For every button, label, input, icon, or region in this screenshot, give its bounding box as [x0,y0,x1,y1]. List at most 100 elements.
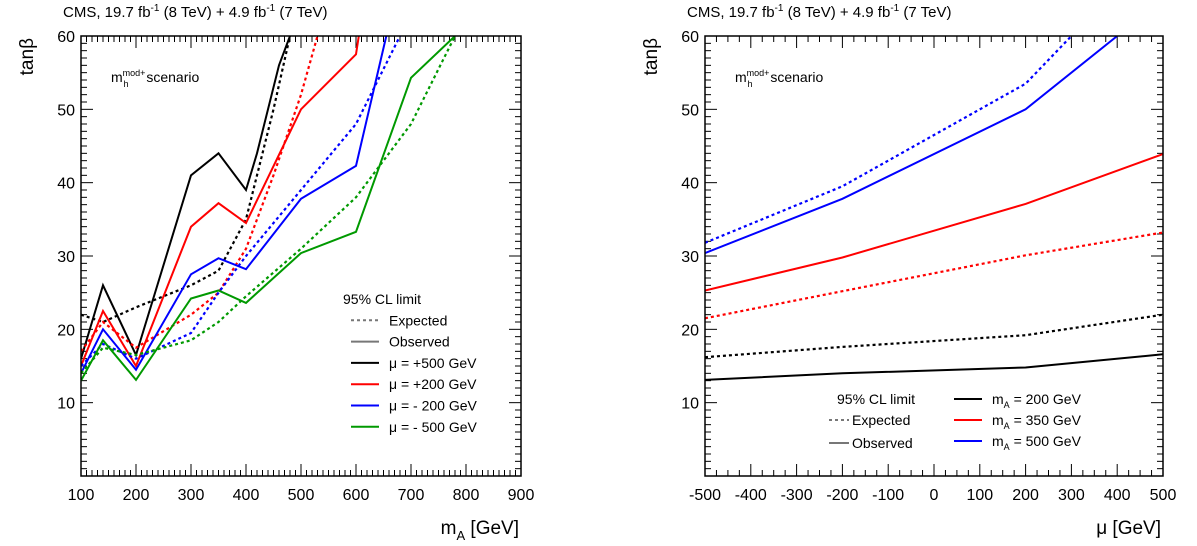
legend-entry-main: m [992,391,1004,407]
legend-entry-rest: = 500 GeV [1010,433,1082,449]
title-sup: -1 [890,3,899,14]
legend-observed: Observed [389,334,450,350]
series-line-observed [81,36,456,382]
scenario-rest: scenario [142,69,199,85]
legend-entry-rest: = 350 GeV [1010,412,1082,428]
left-chart-mA: CMS, 19.7 fb-1 (8 TeV) + 4.9 fb-1 (7 TeV… [17,3,534,543]
x-tick-label: -100 [872,487,904,504]
scenario-sup: mod+ [747,68,770,78]
plot-frame [704,35,1164,477]
y-tick-label: 60 [681,29,699,46]
x-axis-label: mA [GeV] [441,518,519,543]
x-tick-label: 200 [1012,487,1039,504]
x-tick-label: 400 [1104,487,1131,504]
y-tick-label: 50 [57,102,75,119]
title-text: (7 TeV) [899,4,951,21]
y-tick-label: 30 [57,249,75,266]
title-text: CMS, 19.7 fb [687,4,775,21]
y-tick-label: 40 [57,176,75,193]
title-text: (8 TeV) + 4.9 fb [783,4,890,21]
x-tick-label: -200 [826,487,858,504]
title-text: CMS, 19.7 fb [63,4,151,21]
x-tick-label: 900 [508,487,535,504]
y-tick-label: 40 [681,176,699,193]
series-line-observed [81,36,291,359]
x-tick-label: 600 [343,487,370,504]
y-tick-label: 30 [681,249,699,266]
x-label-rest: [GeV] [465,518,519,539]
legend-entry: μ = +500 GeV [389,355,477,371]
x-axis-label: μ [GeV] [1096,518,1161,539]
legend-entry-sub: A [1004,400,1010,410]
x-tick-label: 800 [453,487,480,504]
x-tick-label: 500 [1150,487,1177,504]
x-label-main: μ [1096,518,1107,539]
legend-entry-sub: A [1004,442,1010,452]
legend-entry-main: m [992,412,1004,428]
scenario-m: m [111,69,123,85]
series-group [81,36,456,382]
series-line-expected [81,36,292,324]
legend-entry: μ = +200 GeV [389,376,477,392]
y-axis-label: tanβ [641,38,662,75]
legend-entry: μ = - 500 GeV [389,419,477,435]
x-label-main: m [441,518,457,539]
legend-expected: Expected [852,412,910,428]
title-sup: -1 [151,3,160,14]
series-line-expected [81,36,401,367]
x-tick-label: -300 [781,487,813,504]
legend-entry: mA = 500 GeV [992,433,1082,452]
series-line-observed [81,36,388,374]
series-line-observed [81,36,360,369]
legend-entry: mA = 200 GeV [992,391,1082,410]
series-line-expected [705,36,1073,244]
x-tick-label: 0 [930,487,939,504]
title-text: (7 TeV) [275,4,327,21]
chart-title: CMS, 19.7 fb-1 (8 TeV) + 4.9 fb-1 (7 TeV… [63,3,327,21]
series-line-expected [81,36,456,375]
scenario-sup: mod+ [123,68,146,78]
y-axis-label: tanβ [17,38,38,75]
series-line-observed [705,153,1163,292]
title-sup: -1 [266,3,275,14]
series-line-expected [705,231,1163,320]
y-tick-label: 60 [57,29,75,46]
title-text: (8 TeV) + 4.9 fb [159,4,266,21]
x-tick-label: -500 [689,487,721,504]
legend-entry: μ = - 200 GeV [389,398,477,414]
y-tick-label: 10 [681,396,699,413]
chart-title: CMS, 19.7 fb-1 (8 TeV) + 4.9 fb-1 (7 TeV… [687,3,951,21]
legend-observed: Observed [852,435,913,451]
legend-entry-rest: = 200 GeV [1010,391,1082,407]
y-tick-label: 10 [57,396,75,413]
x-tick-label: 100 [68,487,95,504]
series-line-expected [705,313,1163,359]
legend-entry: mA = 350 GeV [992,412,1082,431]
y-tick-label: 20 [681,322,699,339]
legend-header: 95% CL limit [343,291,421,307]
series-group [705,36,1163,381]
x-tick-label: 200 [123,487,150,504]
title-sup: -1 [775,3,784,14]
series-line-observed [705,353,1163,381]
x-tick-label: -400 [735,487,767,504]
series-line-observed [705,36,1118,255]
scenario-m: m [735,69,747,85]
x-tick-label: 300 [1058,487,1085,504]
legend-header: 95% CL limit [837,391,915,407]
y-tick-label: 50 [681,102,699,119]
scenario-label: mmod+ h scenario [111,68,199,89]
scenario-rest: scenario [766,69,823,85]
x-tick-label: 700 [398,487,425,504]
x-label-sub: A [456,528,465,543]
x-tick-label: 300 [178,487,205,504]
scenario-label: mmod+ h scenario [735,68,823,89]
y-tick-label: 20 [57,322,75,339]
x-tick-label: 100 [966,487,993,504]
right-chart-mu: CMS, 19.7 fb-1 (8 TeV) + 4.9 fb-1 (7 TeV… [641,3,1176,539]
scenario-sub: h [123,79,128,89]
legend-expected: Expected [389,312,447,328]
legend-entry-sub: A [1004,421,1010,431]
x-tick-label: 400 [233,487,260,504]
